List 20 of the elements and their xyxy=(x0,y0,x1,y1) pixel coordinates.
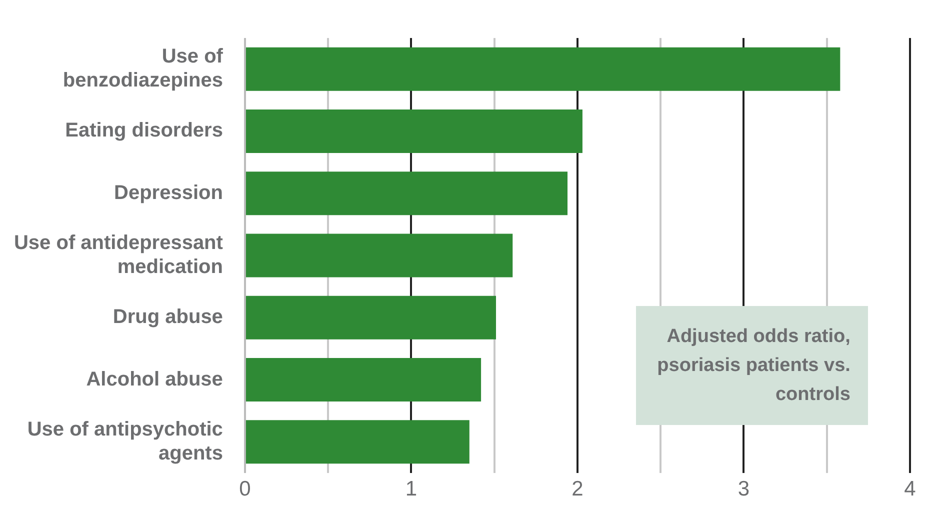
bar xyxy=(246,296,496,340)
y-tick-label: Use of antipsychotic agents xyxy=(27,418,223,464)
bar xyxy=(246,358,482,402)
bar xyxy=(246,47,840,91)
x-tick-label: 2 xyxy=(572,477,584,500)
bar xyxy=(246,234,513,278)
x-tick-label: 4 xyxy=(904,477,916,500)
bar xyxy=(246,109,582,153)
y-tick-label: Alcohol abuse xyxy=(86,368,223,390)
x-tick-label: 3 xyxy=(738,477,750,500)
annotation: Adjusted odds ratio, psoriasis patients vs. controls xyxy=(636,306,868,425)
y-tick-label: Eating disorders xyxy=(65,120,223,142)
x-tick-label: 1 xyxy=(405,477,418,500)
x-tick-label: 0 xyxy=(239,477,251,500)
bar xyxy=(246,420,470,464)
bar xyxy=(246,172,568,216)
y-tick-label: Drug abuse xyxy=(112,306,223,328)
y-tick-label: Use of benzodiazepines xyxy=(62,46,224,92)
y-tick-label: Use of antidepressant medication xyxy=(14,232,224,278)
y-tick-label: Depression xyxy=(114,182,223,204)
